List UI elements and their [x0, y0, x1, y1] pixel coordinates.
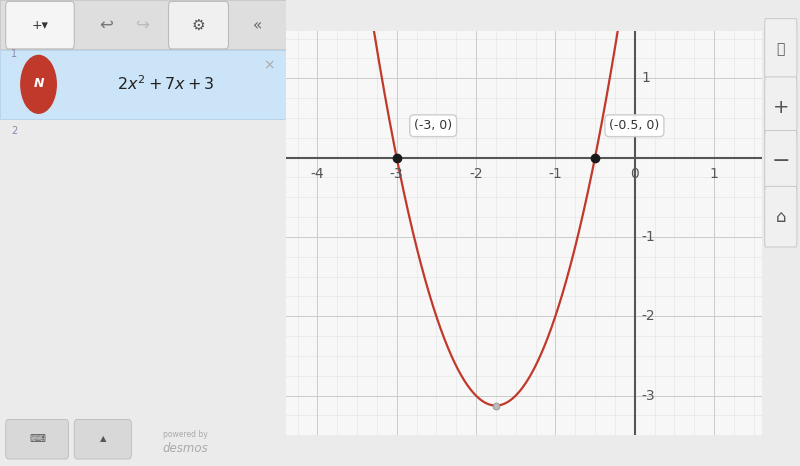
FancyBboxPatch shape: [0, 50, 286, 119]
Text: 2: 2: [11, 126, 18, 136]
FancyBboxPatch shape: [765, 77, 797, 137]
FancyBboxPatch shape: [169, 1, 229, 49]
Text: ⚙: ⚙: [192, 18, 206, 33]
Text: 0: 0: [630, 167, 639, 181]
Text: -3: -3: [390, 167, 403, 181]
Text: ↩: ↩: [98, 16, 113, 34]
Text: −: −: [771, 151, 790, 171]
Text: 1: 1: [11, 49, 18, 59]
FancyBboxPatch shape: [765, 186, 797, 247]
Text: 1: 1: [641, 71, 650, 85]
Text: ×: ×: [262, 58, 274, 72]
FancyBboxPatch shape: [0, 0, 286, 49]
Text: ↪: ↪: [136, 16, 150, 34]
FancyBboxPatch shape: [6, 1, 74, 49]
Text: -3: -3: [641, 389, 654, 403]
Text: ⌂: ⌂: [775, 208, 786, 226]
Text: N: N: [34, 77, 44, 90]
Text: +▾: +▾: [31, 19, 49, 32]
Circle shape: [21, 55, 56, 113]
Text: «: «: [253, 18, 262, 33]
Text: $2x^2 + 7x + 3$: $2x^2 + 7x + 3$: [117, 75, 214, 93]
Text: ▲: ▲: [99, 434, 106, 444]
FancyBboxPatch shape: [6, 419, 69, 459]
FancyBboxPatch shape: [765, 19, 797, 79]
Text: +: +: [773, 98, 789, 116]
FancyBboxPatch shape: [765, 130, 797, 191]
FancyBboxPatch shape: [74, 419, 131, 459]
Text: (-3, 0): (-3, 0): [414, 119, 452, 132]
Text: -1: -1: [549, 167, 562, 181]
Text: -2: -2: [469, 167, 483, 181]
Text: -1: -1: [641, 230, 654, 244]
Text: -2: -2: [641, 309, 654, 323]
Text: 🔧: 🔧: [777, 42, 785, 56]
Text: ⌨: ⌨: [29, 434, 45, 444]
Text: (-0.5, 0): (-0.5, 0): [610, 119, 659, 132]
Text: 1: 1: [710, 167, 718, 181]
Text: -4: -4: [310, 167, 324, 181]
Text: desmos: desmos: [162, 442, 209, 455]
Text: powered by: powered by: [163, 430, 208, 439]
